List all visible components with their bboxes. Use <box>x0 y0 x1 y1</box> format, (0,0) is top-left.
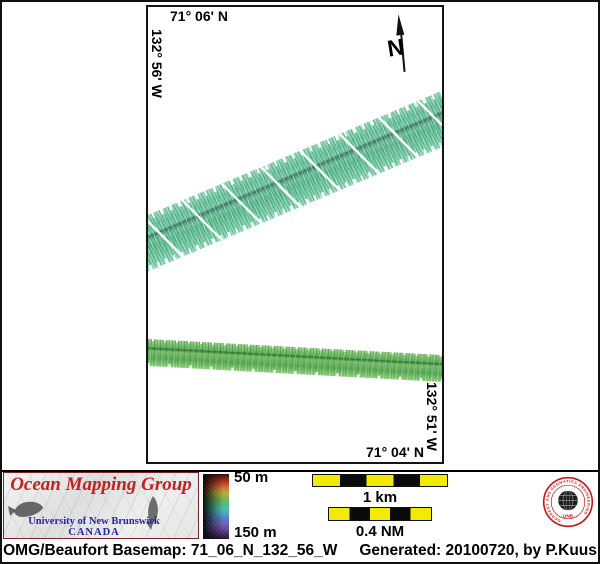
label-longitude-left: 132° 56' W <box>149 29 165 98</box>
omg-logo-title: Ocean Mapping Group <box>10 474 192 495</box>
omg-logo: Ocean Mapping Group University of New Br… <box>3 472 199 539</box>
scalebar-nm <box>328 507 432 521</box>
map-canvas: 71° 06' N 132° 56' W 132° 51' W 71° 04' … <box>146 5 444 464</box>
scalebar-km-label: 1 km <box>362 489 398 506</box>
north-arrow-label: N <box>385 33 406 62</box>
caption-basemap-id: OMG/Beaufort Basemap: 71_06_N_132_56_W <box>3 542 338 559</box>
seal-unb-text: UNB <box>563 514 574 519</box>
scalebar-km <box>312 474 448 487</box>
scalebar-nm-label: 0.4 NM <box>355 523 405 540</box>
caption: OMG/Beaufort Basemap: 71_06_N_132_56_W G… <box>2 542 598 560</box>
sonar-swath-lower <box>148 338 442 383</box>
label-longitude-right: 132° 51' W <box>424 382 440 451</box>
sonar-swath-upper <box>148 89 442 273</box>
caption-generated-by: Generated: 20100720, by P.Kuus <box>359 542 597 559</box>
label-latitude-bottom: 71° 04' N <box>366 444 424 460</box>
label-latitude-top: 71° 06' N <box>170 8 228 24</box>
colorbar-max-label: 150 m <box>234 524 277 541</box>
omg-logo-subtitle: University of New Brunswick <box>28 516 160 527</box>
depth-colorbar <box>203 474 229 539</box>
colorbar-min-label: 50 m <box>234 469 269 486</box>
whale-silhouettes-icon <box>8 496 158 530</box>
omg-logo-country: CANADA <box>68 527 120 538</box>
unb-seal-icon: GEODESY AND GEOMATICS ENGINEERING UNB <box>542 476 594 528</box>
north-arrow-icon: N <box>381 11 422 76</box>
